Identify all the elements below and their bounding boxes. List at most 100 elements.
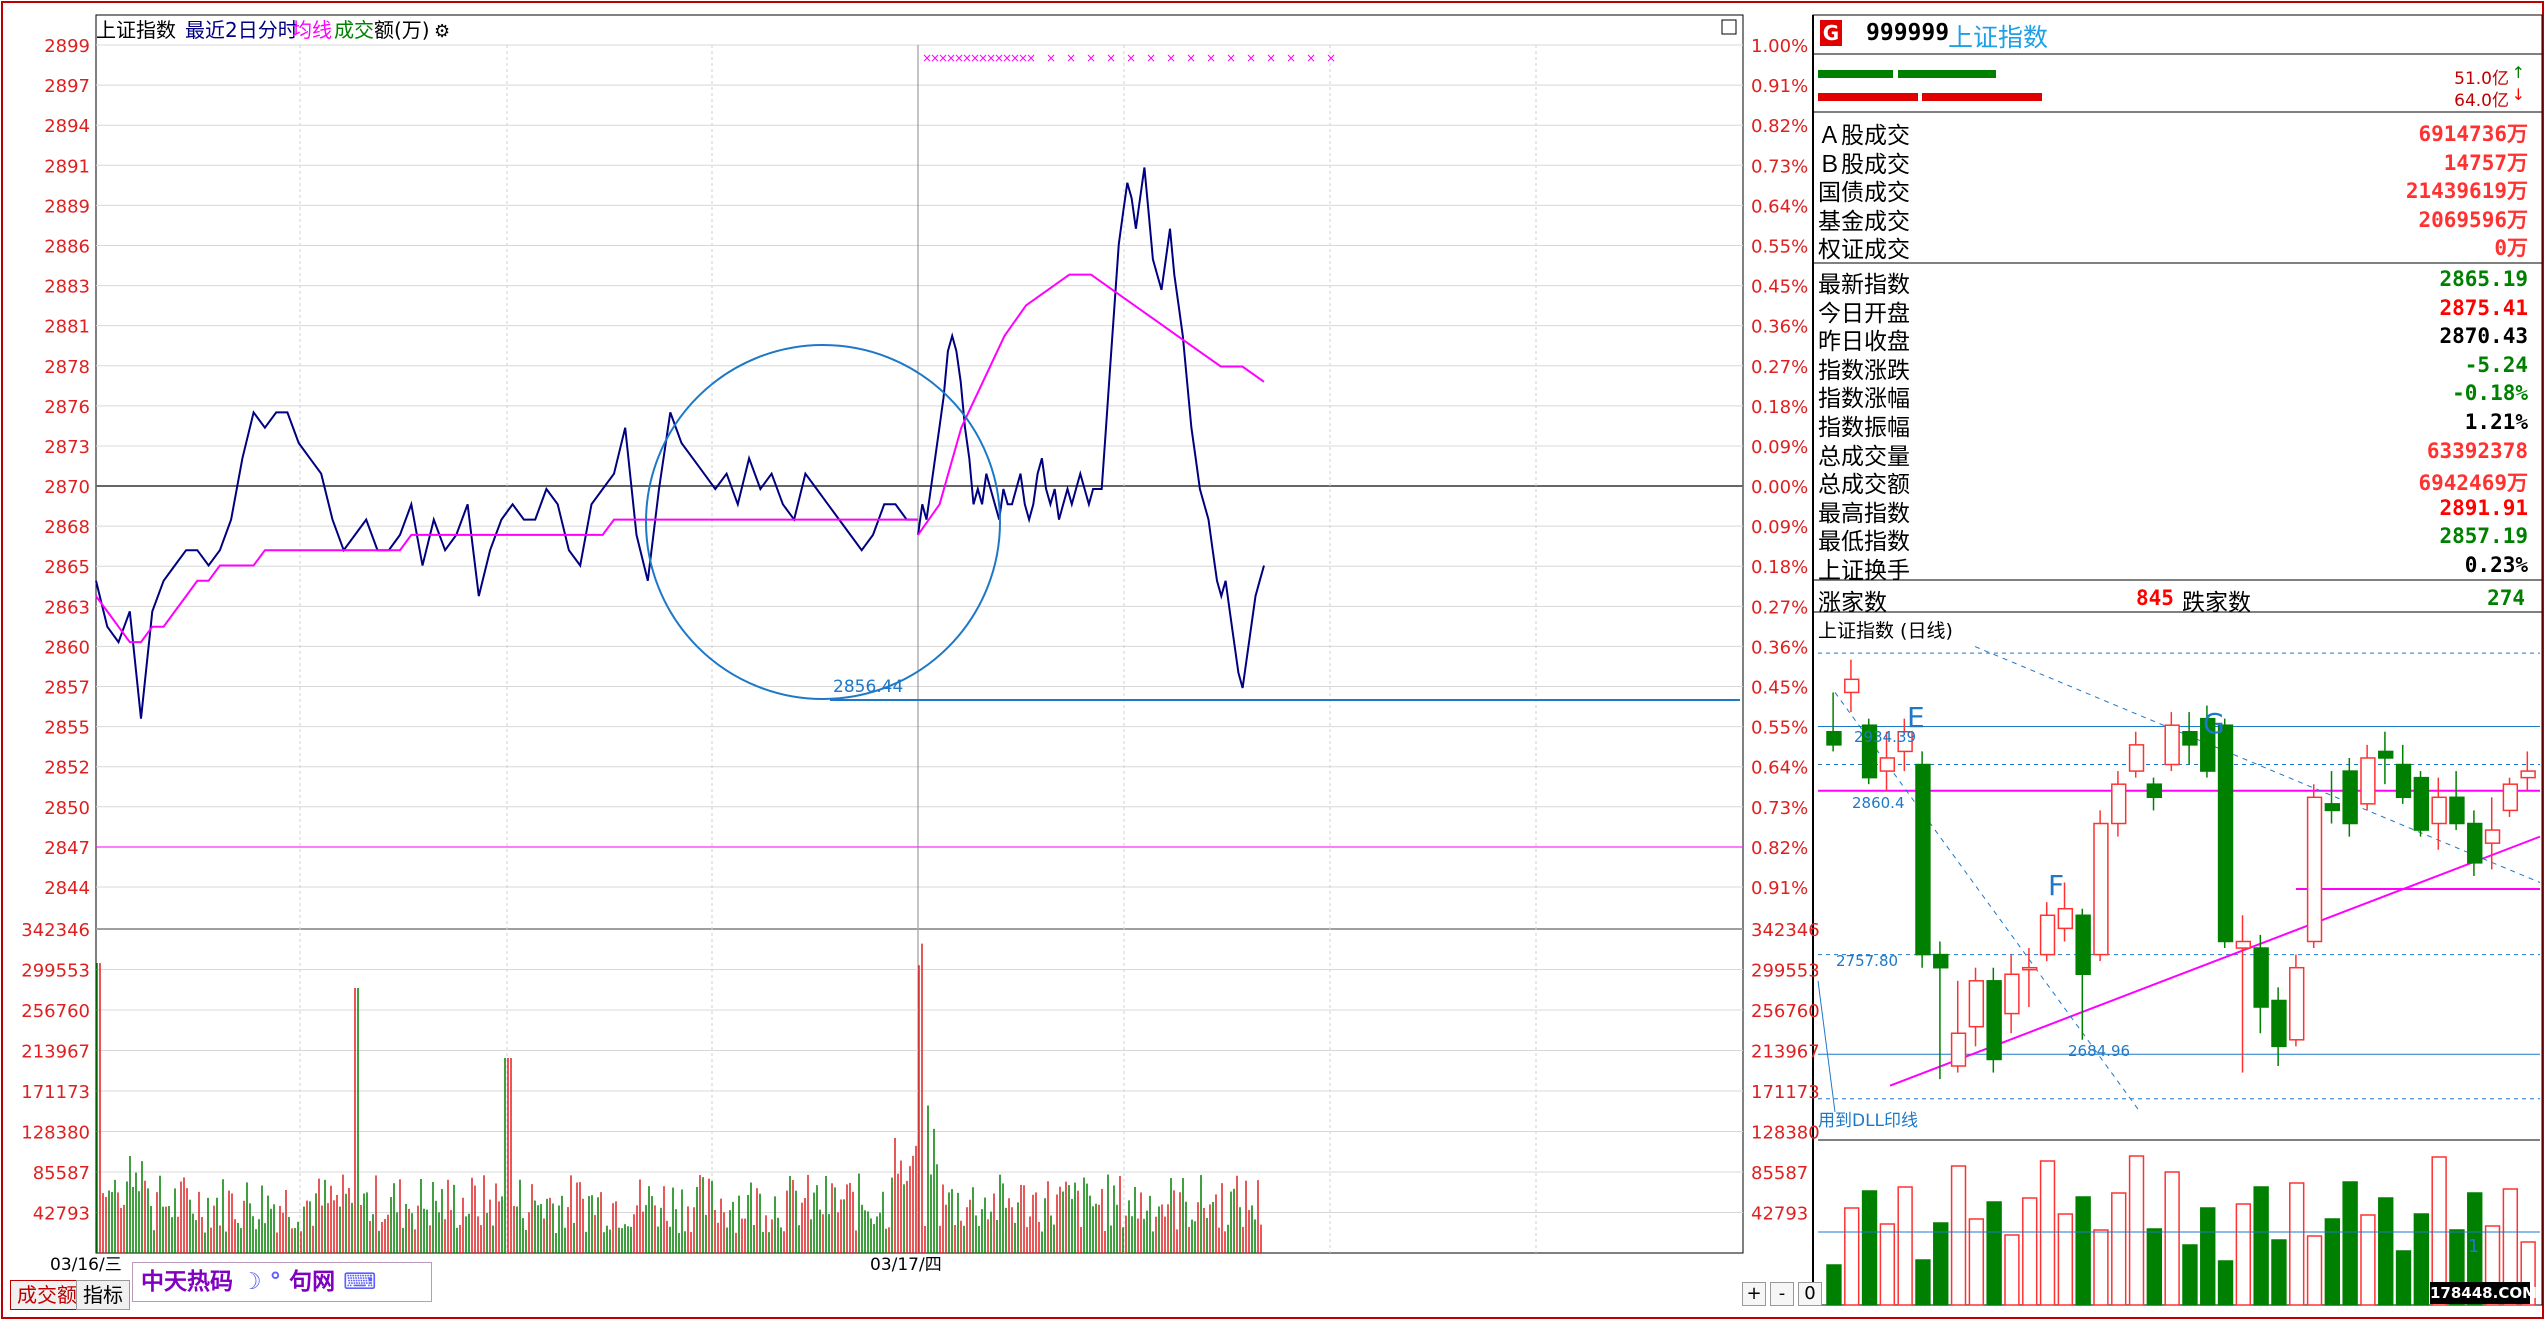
daily-volume-bar <box>2075 1196 2091 1306</box>
price-tick-label: 2886 <box>44 236 90 257</box>
turnover-key: 国债成交 <box>1818 180 1910 206</box>
pct-tick-label: 0.91% <box>1751 76 1808 97</box>
stat-value: 63392378 <box>2426 438 2528 463</box>
x-mark: × <box>1226 51 1236 65</box>
daily-volume-bar <box>2164 1171 2180 1306</box>
daily-volume-bar <box>2378 1197 2394 1306</box>
tab-indicator[interactable]: 指标 <box>76 1280 130 1310</box>
maximize-icon[interactable] <box>1721 19 1737 35</box>
candle-body <box>2200 717 2216 772</box>
candle-body <box>1897 731 1913 753</box>
price-tick-label: 2881 <box>44 317 90 338</box>
candle-body <box>1933 953 1949 969</box>
daily-volume-bar <box>2431 1156 2447 1306</box>
logo-text-2: 句网 <box>289 1269 336 1295</box>
price-tick-label: 2899 <box>44 36 90 57</box>
pct-tick-label: 0.55% <box>1751 718 1808 739</box>
daily-volume-bar <box>1826 1264 1842 1306</box>
turnover-key: Ｂ股成交 <box>1818 151 1910 178</box>
moon-icon: ☽ ° <box>233 1269 290 1295</box>
keyboard-icon: ⌨ <box>335 1269 377 1295</box>
zoom-in-button[interactable]: + <box>1742 1282 1766 1306</box>
daily-volume-bar <box>2360 1214 2376 1306</box>
stat-value: 2875.41 <box>2439 295 2528 320</box>
stat-value: 2857.19 <box>2439 524 2528 549</box>
turnover-value: 14757万 <box>2443 150 2528 175</box>
zoom-reset-button[interactable]: 0 <box>1798 1282 1822 1306</box>
zoom-out-button[interactable]: - <box>1770 1282 1794 1306</box>
stat-key: 最高指数 <box>1818 500 1910 527</box>
site-watermark: 178448.COM <box>2430 1282 2538 1304</box>
pct-tick-label: 0.36% <box>1751 317 1808 338</box>
stat-row: 最新指数 2865.19 <box>1818 265 2532 298</box>
pct-tick-label: 1.00% <box>1751 36 1808 57</box>
tab-volume[interactable]: 成交额 <box>10 1280 84 1310</box>
stat-row: 指数涨跌 -5.24 <box>1818 351 2532 384</box>
chart-mode[interactable]: 最近2日分时 <box>185 18 298 42</box>
vol-tick-label: 342346 <box>21 920 90 941</box>
stat-key: 最低指数 <box>1818 529 1910 556</box>
daily-volume-bar <box>2502 1188 2519 1306</box>
price-tick-label: 2868 <box>44 517 90 538</box>
daily-footer-label: 用到DLL印线 <box>1818 1111 1918 1131</box>
candle-body <box>2324 803 2341 812</box>
stat-value: 6942469万 <box>2418 471 2528 496</box>
daily-volume-bar <box>2093 1229 2109 1306</box>
price-tick-label: 2852 <box>44 758 90 779</box>
stock-code: 999999 <box>1866 20 1950 46</box>
stat-row: 今日开盘 2875.41 <box>1818 294 2532 327</box>
turnover-row: 权证成交 0万 <box>1818 230 2532 263</box>
daily-volume-bar <box>2235 1203 2252 1306</box>
stat-value: 2870.43 <box>2439 324 2528 349</box>
candle-body <box>2306 796 2323 943</box>
price-tick-label: 2873 <box>44 437 90 458</box>
turnover-value: 21439619万 <box>2405 179 2528 203</box>
candle-body <box>1879 757 1896 772</box>
x-marks: ×××××××××××××× × × × × × × × × × × × × × × × <box>922 51 1336 65</box>
date-day1: 03/16/三 <box>50 1255 122 1275</box>
candle-body <box>2253 947 2269 1008</box>
pct-tick-label: 0.82% <box>1751 116 1808 137</box>
pct-tick-label: 0.09% <box>1751 437 1808 458</box>
vol-tick-label-right: 342346 <box>1751 920 1820 941</box>
candle-body <box>2502 783 2519 812</box>
pct-tick-label: 0.64% <box>1751 196 1808 217</box>
price-tick-label: 2883 <box>44 277 90 298</box>
candle-body <box>2093 822 2109 956</box>
stock-name[interactable]: 上证指数 <box>1948 23 2049 52</box>
daily-volume-bar <box>1897 1186 1913 1306</box>
candle-body <box>2342 770 2358 825</box>
circle-annotation <box>645 344 1001 700</box>
price-tick-label: 2878 <box>44 357 90 378</box>
daily-volume-bar <box>2111 1192 2127 1306</box>
price-tick-label: 2894 <box>44 116 90 137</box>
daily-volume-bar <box>2324 1218 2341 1306</box>
stat-value: 2891.91 <box>2439 495 2528 520</box>
pct-tick-label: 0.45% <box>1751 277 1808 298</box>
candle-body <box>2111 783 2127 825</box>
vol-tick-label: 128380 <box>21 1123 90 1144</box>
price-tick-label: 2897 <box>44 76 90 97</box>
pct-tick-label: 0.36% <box>1751 637 1808 658</box>
watermark-logo: 中天热码 ☽ ° 句网 ⌨ <box>132 1262 432 1302</box>
x-mark: × <box>1126 51 1136 65</box>
daily-volume-bar <box>2413 1213 2430 1306</box>
rise-value: 845 <box>2136 586 2174 610</box>
daily-volume-bar <box>2271 1239 2287 1306</box>
stat-key: 总成交量 <box>1818 443 1910 470</box>
turnover-value: 6914736万 <box>2418 122 2528 146</box>
settings-gear-icon[interactable]: ⚙ <box>434 21 450 42</box>
x-mark: × <box>1306 51 1316 65</box>
pct-tick-label: 0.55% <box>1751 236 1808 257</box>
price-line-day1 <box>95 410 918 719</box>
candle-body <box>2128 744 2145 772</box>
stat-key: 指数振幅 <box>1818 415 1910 441</box>
stat-key: 总成交额 <box>1818 472 1910 499</box>
x-mark: × <box>962 51 972 65</box>
flow-bar-red-1 <box>1818 93 1918 101</box>
price-tick-label: 2863 <box>44 597 90 618</box>
candle-body <box>2182 731 2198 746</box>
vol-tick-label: 299553 <box>21 961 90 982</box>
arrow-down-icon: ↓ <box>2511 85 2525 104</box>
x-mark: × <box>1010 51 1020 65</box>
